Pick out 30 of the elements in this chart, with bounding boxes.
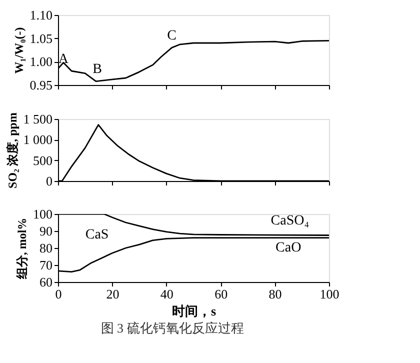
x-tick-label: 20 [106, 286, 120, 302]
y-tick-label: 100 [33, 206, 52, 222]
annotation: A [58, 52, 70, 68]
annotation: B [92, 62, 102, 77]
y-tick-label: 1 500 [23, 112, 52, 126]
y-axis-title: 组分, mol% [15, 218, 29, 280]
y-axis-title: SO₂ 浓度, ppm [5, 112, 20, 188]
x-tick-label: 40 [160, 286, 174, 302]
caption: 图 3 硫化钙氧化反应过程 [100, 320, 244, 336]
y-tick-label: 60 [40, 274, 52, 290]
annotation: CaO [276, 240, 302, 256]
y-tick-label: 70 [40, 258, 52, 272]
x-tick-label: 100 [320, 286, 340, 302]
x-axis-title: 时间，s [172, 304, 216, 318]
y-tick-label: 1.00 [30, 54, 52, 70]
y-tick-label: 1 000 [23, 132, 52, 148]
y-axis-title: W₁/W₀(-) [12, 27, 26, 74]
y-tick-label: 80 [40, 240, 52, 256]
y-tick-label: 1.05 [30, 30, 52, 46]
annotation: CaS [85, 228, 109, 243]
x-tick-label: 60 [214, 286, 228, 302]
x-tick-label: 80 [268, 286, 282, 302]
annotation: CaSO₄ [270, 213, 310, 228]
y-tick-label: 90 [40, 224, 52, 238]
y-tick-label: 0.95 [30, 78, 52, 92]
y-tick-label: 0 [46, 174, 52, 188]
x-tick-label: 0 [55, 286, 62, 302]
y-tick-label: 500 [33, 152, 52, 168]
y-tick-label: 1.10 [30, 8, 52, 22]
annotation: C [167, 28, 176, 44]
